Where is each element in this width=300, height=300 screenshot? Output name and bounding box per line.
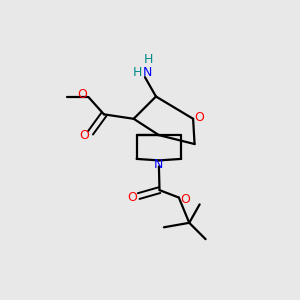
Text: H: H <box>144 53 153 66</box>
Text: O: O <box>77 88 87 100</box>
Text: O: O <box>80 129 89 142</box>
Text: O: O <box>195 111 205 124</box>
Text: N: N <box>154 158 164 171</box>
Text: O: O <box>180 194 190 206</box>
Text: O: O <box>127 191 137 204</box>
Text: H: H <box>133 66 142 79</box>
Text: N: N <box>143 66 153 79</box>
